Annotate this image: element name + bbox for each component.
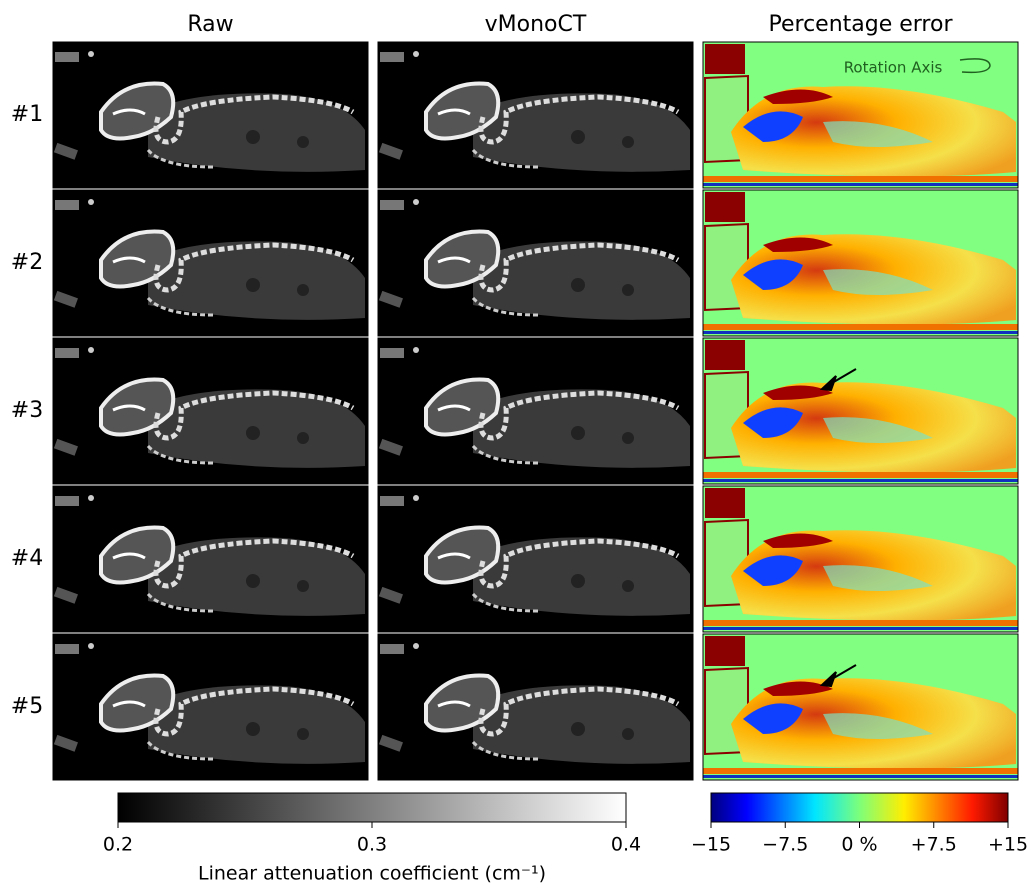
error-map: [703, 338, 1018, 484]
ct-image: [378, 338, 693, 484]
column-title: vMonoCT: [485, 12, 587, 37]
error-map: [703, 190, 1018, 336]
ct-image: [53, 634, 368, 780]
tick-label: 0.4: [611, 834, 641, 856]
row-label: #4: [11, 546, 43, 571]
row-label: #5: [11, 694, 43, 719]
tick-label: 0 %: [841, 834, 877, 856]
colorbar-label: Linear attenuation coefficient (cm⁻¹): [198, 863, 546, 885]
row-label: #2: [11, 250, 43, 275]
error-map: [703, 634, 1018, 780]
jet-colorbar: [711, 793, 1008, 822]
ct-image: [53, 338, 368, 484]
row-label: #1: [11, 102, 43, 127]
ct-image: [53, 42, 368, 188]
tick-label: −15: [691, 834, 731, 856]
ct-image: [53, 190, 368, 336]
tick-label: 0.3: [357, 834, 387, 856]
ct-image: [378, 42, 693, 188]
tick-label: +15: [988, 834, 1028, 856]
figure: Linear attenuation coefficient (cm⁻¹) Ro…: [0, 0, 1033, 886]
annotation: Rotation Axis: [844, 59, 943, 77]
row-label: #3: [11, 398, 43, 423]
tick-label: +7.5: [911, 834, 957, 856]
column-title: Percentage error: [768, 12, 953, 37]
tick-label: 0.2: [103, 834, 133, 856]
gray-colorbar: [118, 793, 626, 822]
ct-image: [53, 486, 368, 632]
ct-image: [378, 634, 693, 780]
error-map: [703, 486, 1018, 632]
column-title: Raw: [187, 12, 233, 37]
ct-image: [378, 486, 693, 632]
ct-image: [378, 190, 693, 336]
tick-label: −7.5: [762, 834, 808, 856]
